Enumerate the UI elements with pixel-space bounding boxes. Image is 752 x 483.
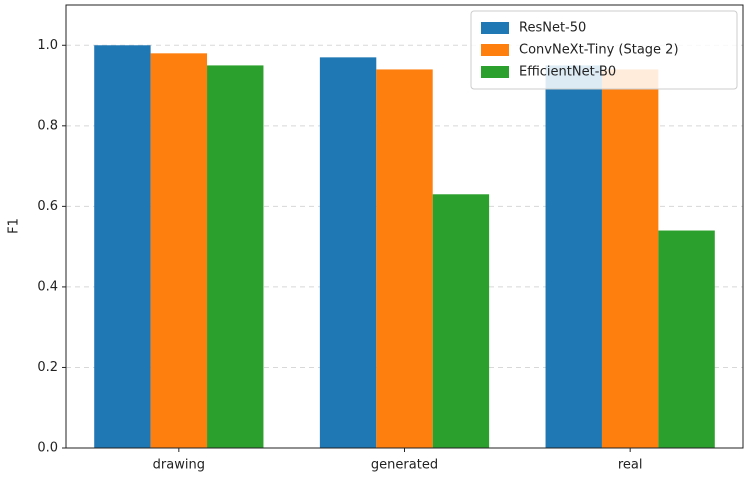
bar — [545, 65, 602, 448]
y-axis-label: F1 — [7, 218, 22, 234]
legend-swatch — [481, 44, 509, 56]
x-tick-label: real — [618, 458, 643, 473]
bar — [150, 53, 208, 449]
y-tick-label: 0.2 — [37, 360, 58, 375]
legend-swatch — [481, 22, 509, 34]
bar — [601, 69, 659, 448]
bar — [432, 194, 490, 448]
legend-label: ConvNeXt-Tiny (Stage 2) — [519, 43, 679, 58]
bar — [376, 69, 433, 448]
y-tick-label: 0.4 — [37, 279, 58, 294]
y-tick-label: 0.6 — [37, 199, 58, 214]
legend-swatch — [481, 66, 509, 78]
x-tick-label: drawing — [153, 458, 205, 473]
y-tick-label: 0.0 — [37, 441, 58, 456]
y-tick-label: 0.8 — [37, 118, 58, 133]
y-tick-label: 1.0 — [37, 38, 58, 53]
bar — [658, 230, 715, 448]
bar — [207, 65, 264, 448]
legend-box — [470, 10, 738, 90]
plot-frame — [65, 4, 744, 449]
bar — [94, 45, 151, 448]
legend-label: EfficientNet-B0 — [519, 65, 616, 80]
bar — [319, 57, 377, 448]
x-tick-label: generated — [371, 458, 438, 473]
legend-label: ResNet-50 — [519, 21, 586, 36]
